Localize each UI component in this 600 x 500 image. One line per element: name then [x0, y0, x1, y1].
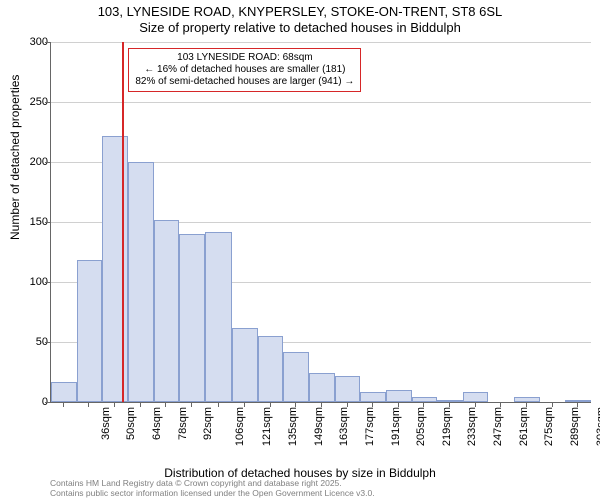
x-tick-mark [114, 402, 115, 407]
x-tick-label: 233sqm [467, 407, 479, 446]
x-tick-mark [526, 402, 527, 407]
x-tick-label: 149sqm [313, 407, 325, 446]
histogram-bar [412, 397, 438, 402]
x-tick-mark [398, 402, 399, 407]
y-tick-label: 200 [8, 156, 48, 168]
x-tick-label: 191sqm [390, 407, 402, 446]
plot-area: 103 LYNESIDE ROAD: 68sqm ← 16% of detach… [50, 42, 591, 403]
histogram-bar [514, 397, 540, 402]
histogram-bar [232, 328, 258, 402]
histogram-bar [360, 392, 386, 402]
histogram-bar [335, 376, 361, 402]
x-tick-mark [449, 402, 450, 407]
callout-line-3: 82% of semi-detached houses are larger (… [135, 76, 354, 88]
histogram-bar [437, 400, 463, 402]
x-tick-mark [63, 402, 64, 407]
x-tick-label: 247sqm [492, 407, 504, 446]
x-tick-label: 92sqm [202, 407, 214, 440]
histogram-bar [179, 234, 205, 402]
x-tick-label: 50sqm [125, 407, 137, 440]
x-tick-label: 106sqm [234, 407, 246, 446]
y-tick-label: 0 [8, 396, 48, 408]
callout-line-2: ← 16% of detached houses are smaller (18… [135, 64, 354, 76]
histogram-bar [565, 400, 591, 402]
x-tick-label: 205sqm [415, 407, 427, 446]
x-tick-label: 36sqm [100, 407, 112, 440]
y-tick-label: 250 [8, 96, 48, 108]
x-tick-mark [218, 402, 219, 407]
chart-title-sub: Size of property relative to detached ho… [0, 20, 600, 35]
histogram-bar [128, 162, 154, 402]
grid-line [51, 102, 591, 103]
x-tick-mark [552, 402, 553, 407]
y-tick-label: 300 [8, 36, 48, 48]
histogram-bar [309, 373, 335, 402]
histogram-bar [283, 352, 309, 402]
x-tick-mark [295, 402, 296, 407]
histogram-bar [51, 382, 77, 402]
histogram-bar [386, 390, 412, 402]
x-tick-label: 303sqm [595, 407, 600, 446]
grid-line [51, 42, 591, 43]
y-tick-label: 50 [8, 336, 48, 348]
x-tick-mark [191, 402, 192, 407]
x-tick-mark [321, 402, 322, 407]
x-tick-label: 261sqm [518, 407, 530, 446]
histogram-bar [77, 260, 103, 402]
callout-box: 103 LYNESIDE ROAD: 68sqm ← 16% of detach… [128, 48, 361, 92]
histogram-bar [258, 336, 284, 402]
x-tick-label: 275sqm [543, 407, 555, 446]
x-tick-mark [423, 402, 424, 407]
x-tick-label: 64sqm [151, 407, 163, 440]
x-tick-mark [347, 402, 348, 407]
x-tick-label: 289sqm [569, 407, 581, 446]
x-tick-mark [577, 402, 578, 407]
chart-title-main: 103, LYNESIDE ROAD, KNYPERSLEY, STOKE-ON… [0, 4, 600, 19]
x-tick-label: 177sqm [364, 407, 376, 446]
x-tick-label: 121sqm [262, 407, 274, 446]
x-tick-mark [244, 402, 245, 407]
marker-line [122, 42, 124, 402]
chart-container: 103, LYNESIDE ROAD, KNYPERSLEY, STOKE-ON… [0, 0, 600, 500]
callout-line-1: 103 LYNESIDE ROAD: 68sqm [135, 52, 354, 64]
footer-line-2: Contains public sector information licen… [50, 489, 375, 498]
x-tick-mark [88, 402, 89, 407]
histogram-bar [205, 232, 232, 402]
x-tick-label: 163sqm [338, 407, 350, 446]
y-tick-label: 150 [8, 216, 48, 228]
footer-note: Contains HM Land Registry data © Crown c… [50, 479, 375, 498]
y-tick-label: 100 [8, 276, 48, 288]
x-tick-mark [270, 402, 271, 407]
x-tick-label: 78sqm [177, 407, 189, 440]
histogram-bar [154, 220, 180, 402]
x-tick-label: 219sqm [441, 407, 453, 446]
x-tick-label: 135sqm [287, 407, 299, 446]
x-tick-mark [140, 402, 141, 407]
x-tick-mark [165, 402, 166, 407]
histogram-bar [463, 392, 489, 402]
x-tick-mark [500, 402, 501, 407]
x-tick-mark [475, 402, 476, 407]
x-tick-mark [372, 402, 373, 407]
